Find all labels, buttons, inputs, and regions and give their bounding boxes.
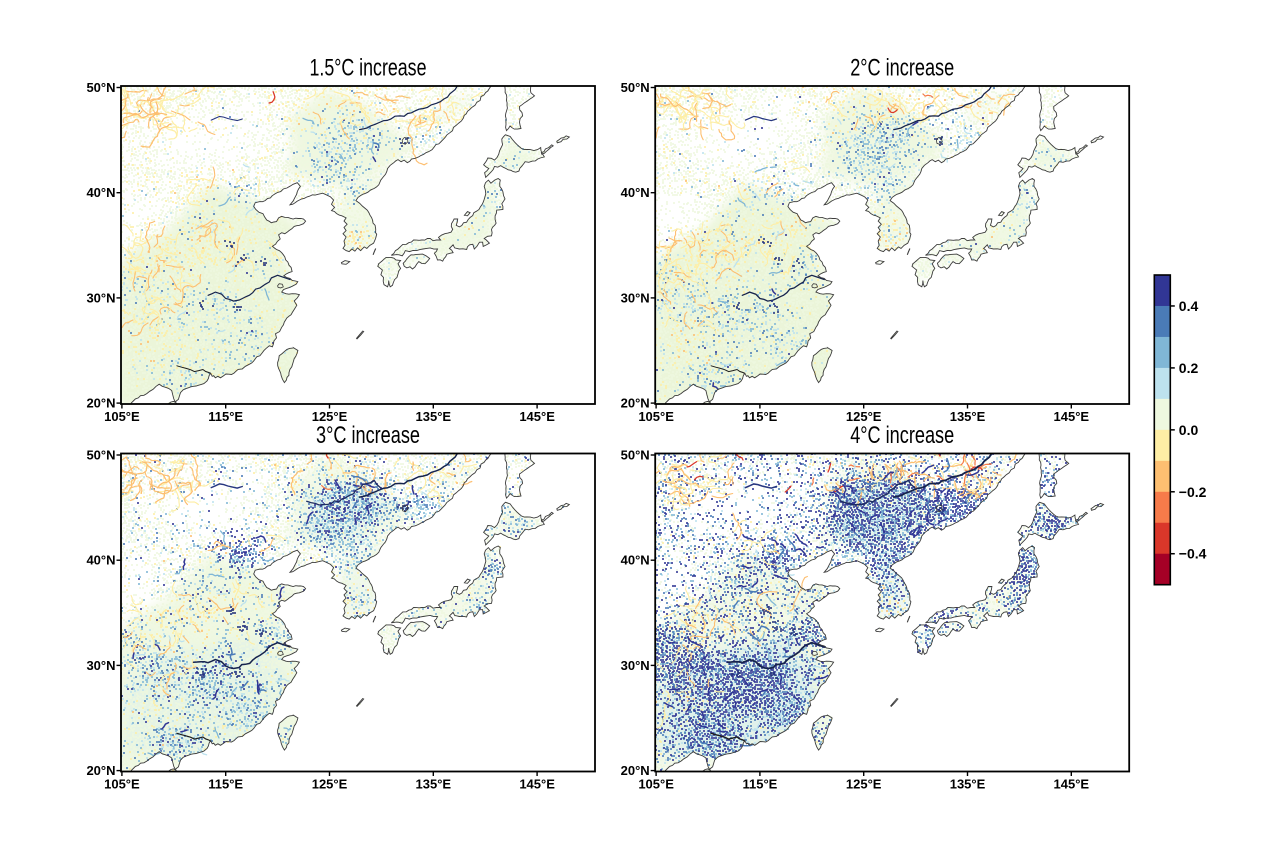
svg-text:145°E: 145°E: [519, 409, 555, 424]
svg-text:40°N: 40°N: [86, 553, 115, 568]
svg-text:2°C increase: 2°C increase: [850, 55, 954, 82]
svg-text:40°N: 40°N: [86, 185, 115, 200]
svg-text:20°N: 20°N: [86, 396, 115, 411]
svg-text:145°E: 145°E: [1054, 409, 1090, 424]
svg-text:30°N: 30°N: [86, 290, 115, 305]
svg-text:105°E: 105°E: [638, 777, 674, 792]
svg-text:125°E: 125°E: [312, 777, 348, 792]
svg-text:50°N: 50°N: [86, 80, 115, 95]
svg-text:50°N: 50°N: [621, 80, 650, 95]
svg-text:50°N: 50°N: [86, 448, 115, 463]
svg-text:125°E: 125°E: [312, 409, 348, 424]
svg-text:0.4: 0.4: [1179, 298, 1199, 314]
svg-text:20°N: 20°N: [621, 396, 650, 411]
svg-text:40°N: 40°N: [621, 185, 650, 200]
svg-text:0.2: 0.2: [1179, 360, 1199, 376]
svg-text:105°E: 105°E: [104, 777, 140, 792]
svg-text:40°N: 40°N: [621, 553, 650, 568]
svg-text:30°N: 30°N: [621, 290, 650, 305]
svg-text:−0.2: −0.2: [1179, 484, 1207, 500]
svg-text:115°E: 115°E: [742, 409, 777, 424]
svg-text:30°N: 30°N: [86, 658, 115, 673]
svg-text:−0.4: −0.4: [1179, 546, 1207, 562]
svg-text:105°E: 105°E: [638, 409, 674, 424]
svg-text:20°N: 20°N: [621, 763, 650, 778]
svg-text:0.0: 0.0: [1179, 422, 1199, 438]
svg-text:1.5°C increase: 1.5°C increase: [310, 55, 427, 82]
svg-text:115°E: 115°E: [208, 777, 243, 792]
svg-text:145°E: 145°E: [519, 777, 555, 792]
svg-text:145°E: 145°E: [1054, 777, 1090, 792]
svg-text:115°E: 115°E: [208, 409, 243, 424]
svg-text:135°E: 135°E: [416, 777, 452, 792]
svg-text:125°E: 125°E: [846, 409, 882, 424]
svg-text:30°N: 30°N: [621, 658, 650, 673]
svg-text:20°N: 20°N: [86, 763, 115, 778]
svg-text:125°E: 125°E: [846, 777, 882, 792]
svg-text:4°C increase: 4°C increase: [850, 422, 954, 449]
svg-text:135°E: 135°E: [950, 777, 986, 792]
svg-text:3°C increase: 3°C increase: [316, 422, 420, 449]
svg-text:135°E: 135°E: [416, 409, 452, 424]
svg-text:135°E: 135°E: [950, 409, 986, 424]
svg-text:105°E: 105°E: [104, 409, 140, 424]
svg-text:50°N: 50°N: [621, 448, 650, 463]
svg-text:115°E: 115°E: [742, 777, 777, 792]
